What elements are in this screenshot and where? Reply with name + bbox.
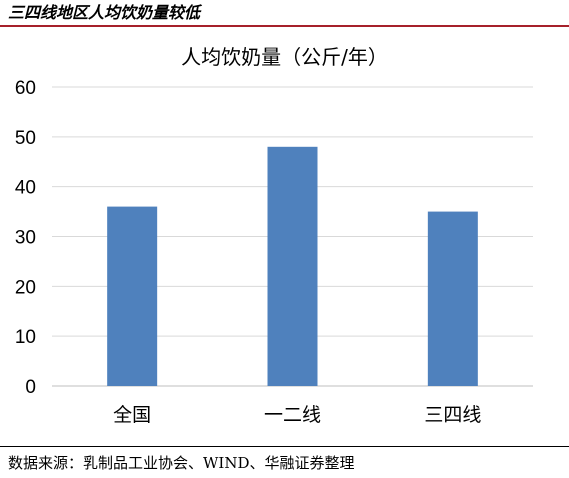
y-tick-label: 60	[15, 78, 36, 99]
y-tick-label: 40	[15, 178, 36, 199]
bar	[107, 206, 158, 386]
bar-chart: 0 10 20 30 40 50 60 全国 一二线 三四线	[15, 78, 533, 426]
source-note: 数据来源：乳制品工业协会、WIND、华融证券整理	[8, 454, 355, 472]
x-tick-label: 三四线	[424, 404, 481, 426]
y-tick-label: 20	[15, 277, 36, 298]
bar	[427, 211, 478, 386]
x-tick-label: 一二线	[264, 404, 321, 426]
header-title: 三四线地区人均饮奶量较低	[8, 3, 201, 22]
x-tick-label: 全国	[113, 404, 151, 426]
y-tick-label: 30	[15, 228, 36, 249]
footer-rule	[0, 446, 569, 447]
y-tick-label: 0	[25, 377, 36, 398]
bar	[267, 146, 318, 386]
header-rule	[0, 25, 569, 27]
chart-title: 人均饮奶量（公斤/年）	[181, 45, 388, 69]
y-tick-label: 10	[15, 327, 36, 348]
y-tick-label: 50	[15, 128, 36, 149]
